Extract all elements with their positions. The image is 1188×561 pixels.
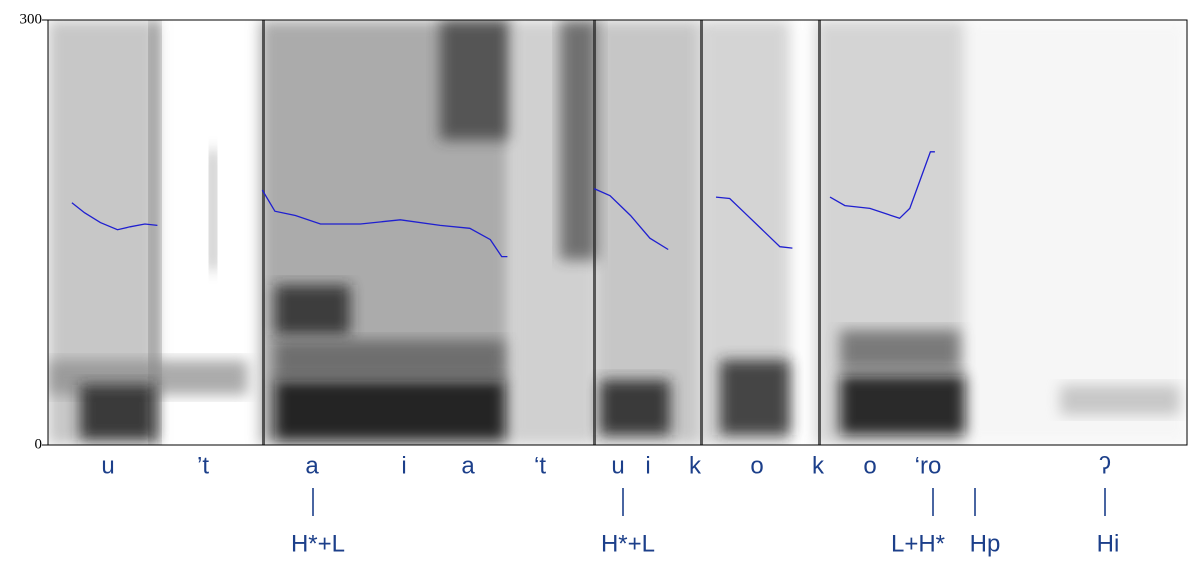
annotation-tiers: u’t a i a ‘t u i k o k o ‘ro ʔH*+L H*+L L+H* Hp Hi xyxy=(101,452,1119,557)
segment-label: u xyxy=(101,452,114,479)
plot-frame xyxy=(47,19,1188,446)
spectral-energy xyxy=(595,20,700,445)
pitch-segment xyxy=(71,202,158,231)
spectral-energy xyxy=(840,330,960,370)
tone-label: H*+L xyxy=(601,530,655,557)
spectral-energy xyxy=(815,20,965,445)
segment-label: a xyxy=(305,452,319,479)
y-tick-label: 300 xyxy=(20,11,43,27)
segment-label: o xyxy=(750,452,763,479)
y-tick-label: 0 xyxy=(35,436,43,452)
segment-label: k xyxy=(812,452,825,479)
onset-stripe xyxy=(700,20,703,445)
segment-label: a xyxy=(461,452,475,479)
pitch-track xyxy=(71,151,935,258)
segment-label: ‘ro xyxy=(915,452,942,479)
spectral-energy xyxy=(720,360,790,435)
pitch-segment xyxy=(261,189,508,258)
spectral-energy xyxy=(150,20,160,445)
spectral-energy xyxy=(275,340,505,380)
segment-label: ʔ xyxy=(1099,452,1111,479)
spectral-energy xyxy=(210,150,216,270)
spectral-energy xyxy=(965,20,1188,445)
onset-stripe xyxy=(818,20,821,445)
segment-label: o xyxy=(863,452,876,479)
tone-label: Hi xyxy=(1097,530,1120,557)
pitch-segment xyxy=(593,188,669,251)
segment-label: ‘t xyxy=(534,452,546,479)
spectral-energy xyxy=(1060,385,1180,415)
segment-label: i xyxy=(401,452,406,479)
pitch-segment xyxy=(829,151,935,220)
pitch-segment xyxy=(715,196,793,249)
spectral-energy xyxy=(80,385,155,440)
tone-label: H*+L xyxy=(291,530,345,557)
spectrogram xyxy=(48,20,1188,445)
spectral-energy xyxy=(600,380,670,435)
onset-stripe xyxy=(593,20,596,445)
spectral-energy xyxy=(840,375,965,435)
segment-label: u xyxy=(611,452,624,479)
tone-label: Hp xyxy=(970,530,1001,557)
spectral-energy xyxy=(275,285,350,335)
spectral-energy xyxy=(275,380,505,440)
spectral-energy xyxy=(440,20,510,140)
onset-stripe xyxy=(262,20,265,445)
segment-label: i xyxy=(645,452,650,479)
segment-label: ’t xyxy=(197,452,209,479)
tone-label: L+H* xyxy=(891,530,945,557)
segment-label: k xyxy=(689,452,702,479)
